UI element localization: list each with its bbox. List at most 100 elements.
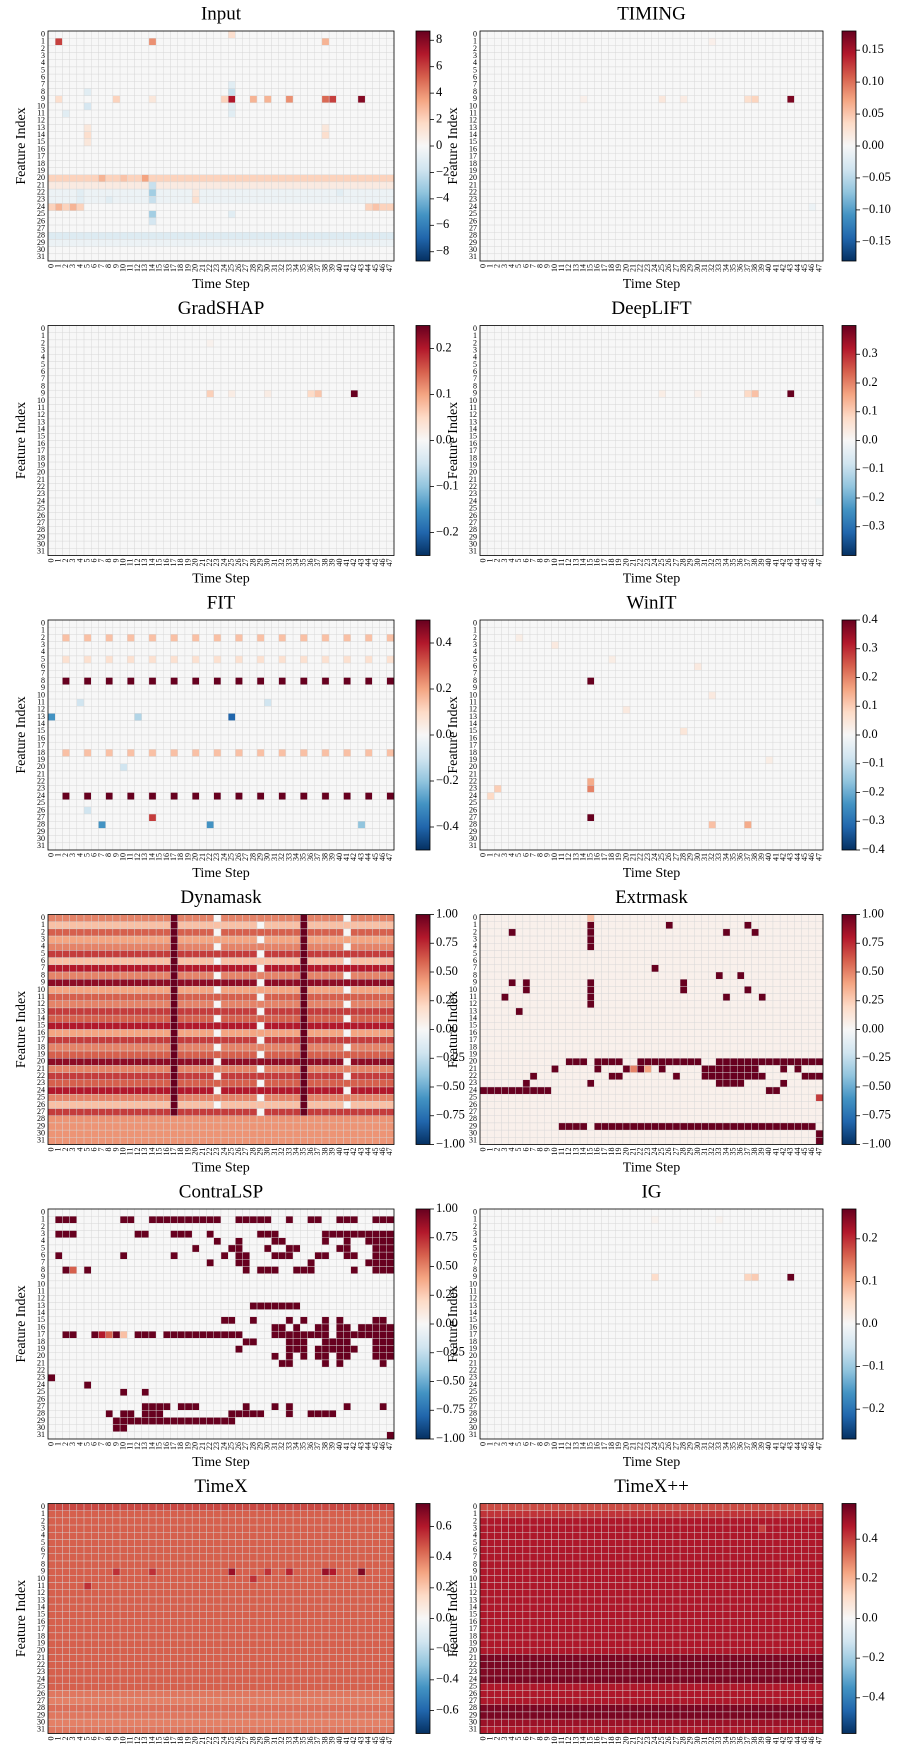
heatmap-cell bbox=[344, 426, 351, 433]
heatmap-cell bbox=[351, 548, 358, 555]
heatmap-cell bbox=[171, 232, 178, 239]
heatmap-cell bbox=[336, 146, 343, 153]
heatmap-cell bbox=[716, 239, 723, 246]
heatmap-cell bbox=[351, 541, 358, 548]
heatmap-cell bbox=[344, 74, 351, 81]
heatmap-cell bbox=[98, 196, 105, 203]
heatmap-cell bbox=[235, 512, 242, 519]
heatmap-cell bbox=[336, 441, 343, 448]
heatmap-cell bbox=[501, 175, 508, 182]
heatmap-cell bbox=[293, 534, 300, 541]
heatmap-cell bbox=[279, 340, 286, 347]
heatmap-cell bbox=[250, 182, 257, 189]
heatmap-cell bbox=[55, 369, 62, 376]
heatmap-cell bbox=[149, 132, 156, 139]
heatmap-cell bbox=[752, 60, 759, 67]
heatmap-cell bbox=[380, 189, 387, 196]
heatmap-cell bbox=[156, 484, 163, 491]
heatmap-cell bbox=[178, 498, 185, 505]
heatmap-cell bbox=[308, 60, 315, 67]
heatmap-cell bbox=[62, 139, 69, 146]
heatmap-cell bbox=[214, 448, 221, 455]
heatmap-cell bbox=[329, 376, 336, 383]
heatmap-cell bbox=[279, 505, 286, 512]
heatmap-cell bbox=[573, 247, 580, 254]
heatmap-cell bbox=[322, 204, 329, 211]
heatmap-cell bbox=[315, 512, 322, 519]
heatmap-cell bbox=[171, 326, 178, 333]
heatmap-cell bbox=[62, 491, 69, 498]
heatmap-cell bbox=[315, 117, 322, 124]
heatmap-cell bbox=[199, 376, 206, 383]
heatmap-cell bbox=[716, 182, 723, 189]
heatmap-cell bbox=[659, 117, 666, 124]
heatmap-cell bbox=[737, 175, 744, 182]
heatmap-cell bbox=[322, 182, 329, 189]
heatmap-cell bbox=[544, 96, 551, 103]
heatmap-cell bbox=[387, 45, 394, 52]
heatmap-cell bbox=[55, 60, 62, 67]
heatmap-cell bbox=[120, 527, 127, 534]
heatmap-cell bbox=[264, 383, 271, 390]
heatmap-cell bbox=[55, 426, 62, 433]
heatmap-cell bbox=[214, 462, 221, 469]
heatmap-cell bbox=[336, 426, 343, 433]
heatmap-cell bbox=[644, 160, 651, 167]
heatmap-cell bbox=[816, 168, 823, 175]
heatmap-cell bbox=[178, 153, 185, 160]
heatmap-cell bbox=[70, 369, 77, 376]
heatmap-cell bbox=[351, 520, 358, 527]
heatmap-cell bbox=[336, 383, 343, 390]
heatmap-cell bbox=[551, 326, 558, 333]
heatmap-cell bbox=[279, 160, 286, 167]
heatmap-cell bbox=[530, 218, 537, 225]
heatmap-cell bbox=[759, 110, 766, 117]
heatmap-cell bbox=[293, 232, 300, 239]
heatmap-cell bbox=[98, 354, 105, 361]
heatmap-cell bbox=[737, 168, 744, 175]
heatmap-cell bbox=[91, 160, 98, 167]
heatmap-cell bbox=[372, 498, 379, 505]
x-axis-label: Time Step bbox=[192, 277, 249, 292]
heatmap-cell bbox=[91, 498, 98, 505]
heatmap-cell bbox=[135, 81, 142, 88]
heatmap-cell bbox=[766, 96, 773, 103]
heatmap-cell bbox=[185, 369, 192, 376]
heatmap-cell bbox=[149, 419, 156, 426]
heatmap-cell bbox=[501, 254, 508, 261]
heatmap-cell bbox=[228, 96, 235, 103]
heatmap-cell bbox=[171, 38, 178, 45]
heatmap-cell bbox=[70, 146, 77, 153]
heatmap-cell bbox=[98, 419, 105, 426]
heatmap-cell bbox=[387, 541, 394, 548]
heatmap-cell bbox=[372, 204, 379, 211]
heatmap-cell bbox=[135, 232, 142, 239]
heatmap-cell bbox=[673, 45, 680, 52]
heatmap-cell bbox=[77, 448, 84, 455]
heatmap-cell bbox=[149, 426, 156, 433]
heatmap-cell bbox=[344, 448, 351, 455]
heatmap-cell bbox=[759, 132, 766, 139]
heatmap-cell bbox=[723, 204, 730, 211]
heatmap-cell bbox=[221, 498, 228, 505]
heatmap-cell bbox=[228, 254, 235, 261]
heatmap-cell bbox=[214, 469, 221, 476]
heatmap-cell bbox=[523, 103, 530, 110]
heatmap-cell bbox=[271, 211, 278, 218]
heatmap-cell bbox=[120, 534, 127, 541]
heatmap-cell bbox=[98, 390, 105, 397]
heatmap-cell bbox=[214, 347, 221, 354]
heatmap-cell bbox=[84, 117, 91, 124]
heatmap-cell bbox=[380, 476, 387, 483]
heatmap-cell bbox=[687, 182, 694, 189]
heatmap-cell bbox=[766, 139, 773, 146]
heatmap-cell bbox=[680, 254, 687, 261]
heatmap-cell bbox=[257, 175, 264, 182]
heatmap-cell bbox=[163, 53, 170, 60]
heatmap-cell bbox=[365, 405, 372, 412]
heatmap-cell bbox=[322, 132, 329, 139]
heatmap-cell bbox=[580, 139, 587, 146]
heatmap-cell bbox=[344, 441, 351, 448]
heatmap-cell bbox=[652, 182, 659, 189]
heatmap-cell bbox=[652, 189, 659, 196]
